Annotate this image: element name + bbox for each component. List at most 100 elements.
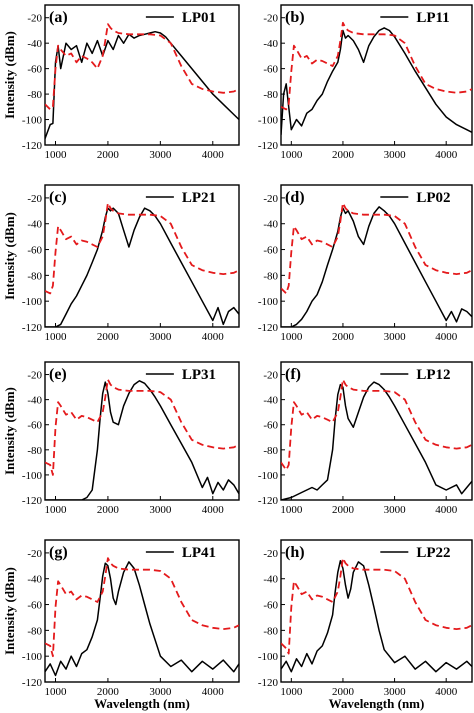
panel-c: 1000 2000 3000 4000 -120 -100 -80 -60 -40 -20 (c) L…	[22, 184, 240, 343]
x-tick-label: 4000	[435, 504, 458, 516]
y-tick-label: -40	[27, 574, 42, 586]
panel-a: 1000 2000 3000 4000 -120 -100 -80 -60 -40 -20 (a) L…	[22, 4, 240, 161]
y-tick-label: -60	[27, 245, 42, 257]
x-tick-label: 1000	[280, 149, 303, 161]
y-tick-label: -20	[27, 548, 42, 560]
y-tick-label: -100	[258, 470, 279, 482]
legend-label: LP12	[416, 367, 450, 383]
x-tick-label: 4000	[202, 504, 225, 516]
y-tick-label: -60	[27, 420, 42, 432]
y-tick-label: -40	[263, 574, 278, 586]
y-tick-label: -40	[27, 395, 42, 407]
y-axis-title: Intensity (dBm)	[2, 567, 17, 655]
reference-spectrum-line	[45, 378, 239, 476]
y-tick-label: -80	[263, 89, 278, 101]
x-tick-label: 3000	[149, 686, 172, 698]
y-tick-label: -40	[27, 219, 42, 231]
legend-label: LP41	[182, 545, 216, 561]
y-tick-label: -100	[22, 296, 43, 308]
legend-label: LP21	[182, 190, 216, 206]
x-tick-label: 4000	[202, 686, 225, 698]
y-tick-label: -120	[258, 495, 279, 507]
y-tick-label: -40	[263, 38, 278, 50]
mode-spectrum-line	[281, 206, 472, 327]
x-tick-label: 1000	[44, 504, 67, 516]
legend-label: LP22	[416, 545, 450, 561]
x-tick-label: 2000	[97, 686, 120, 698]
x-axis-title: Wavelength (nm)	[329, 696, 425, 711]
legend-label: LP11	[416, 10, 449, 26]
y-tick-label: -60	[27, 600, 42, 612]
y-tick-label: -20	[263, 13, 278, 25]
legend-label: LP02	[416, 190, 450, 206]
panel-label: (f)	[285, 366, 301, 383]
panel-e: 1000 2000 3000 4000 -120 -100 -80 -60 -40 -20 (e) L…	[22, 361, 240, 516]
mode-spectrum-line	[281, 381, 472, 500]
y-tick-label: -80	[27, 445, 42, 457]
x-tick-label: 2000	[332, 149, 355, 161]
x-tick-label: 2000	[332, 686, 355, 698]
x-tick-label: 3000	[384, 686, 407, 698]
panel-label: (a)	[49, 9, 68, 26]
y-tick-label: -80	[263, 625, 278, 637]
reference-spectrum-line	[281, 202, 472, 295]
y-tick-label: -20	[27, 193, 42, 205]
x-tick-label: 3000	[149, 504, 172, 516]
mode-spectrum-line	[281, 559, 472, 673]
y-tick-label: -120	[22, 322, 43, 334]
x-tick-label: 2000	[97, 504, 120, 516]
panel-d: 1000 2000 3000 4000 -120 -100 -80 -60 -40 -20 (d) L…	[258, 184, 473, 343]
x-tick-label: 4000	[435, 686, 458, 698]
plot-frame	[44, 184, 240, 328]
plot-frame	[44, 4, 240, 146]
y-tick-label: -60	[27, 64, 42, 76]
x-tick-label: 2000	[332, 504, 355, 516]
y-tick-label: -120	[22, 140, 43, 152]
y-tick-label: -120	[258, 322, 279, 334]
x-axis-title: Wavelength (nm)	[94, 696, 190, 711]
reference-spectrum-line	[45, 23, 239, 111]
x-tick-label: 4000	[202, 149, 225, 161]
y-tick-label: -120	[22, 495, 43, 507]
x-tick-label: 3000	[149, 149, 172, 161]
y-axis-title: Intensity (dBm)	[2, 387, 17, 475]
reference-spectrum-line	[281, 21, 472, 111]
y-tick-label: -20	[27, 13, 42, 25]
y-tick-label: -60	[263, 600, 278, 612]
legend-label: LP31	[182, 367, 216, 383]
panel-g: 1000 2000 3000 4000 -120 -100 -80 -60 -40 -20 (g) L…	[22, 539, 240, 698]
y-tick-label: -120	[22, 677, 43, 689]
y-tick-label: -120	[258, 140, 279, 152]
x-tick-label: 3000	[384, 149, 407, 161]
panel-label: (c)	[49, 189, 67, 206]
x-tick-label: 1000	[44, 331, 67, 343]
reference-spectrum-line	[45, 557, 239, 658]
y-tick-label: -100	[258, 296, 279, 308]
plot-frame	[44, 539, 240, 683]
plot-frame	[280, 539, 473, 683]
reference-spectrum-line	[45, 202, 239, 295]
x-tick-label: 4000	[435, 331, 458, 343]
x-tick-label: 3000	[384, 331, 407, 343]
y-tick-label: -100	[258, 651, 279, 663]
plot-frame	[280, 184, 473, 328]
plot-frame	[280, 361, 473, 501]
panel-label: (h)	[285, 544, 305, 561]
y-tick-label: -20	[27, 370, 42, 382]
panel-f: 1000 2000 3000 4000 -120 -100 -80 -60 -40 -20 (f) L…	[258, 361, 473, 516]
mode-spectrum-line	[281, 27, 472, 135]
y-tick-label: -20	[263, 370, 278, 382]
y-tick-label: -20	[263, 548, 278, 560]
mode-spectrum-line	[45, 207, 239, 327]
y-tick-label: -40	[263, 219, 278, 231]
y-tick-label: -60	[263, 245, 278, 257]
plot-frame	[44, 361, 240, 501]
y-tick-label: -60	[263, 64, 278, 76]
mode-spectrum-line	[45, 30, 239, 139]
reference-spectrum-line	[281, 557, 472, 655]
y-axis-title: Intensity (dBm)	[2, 31, 17, 119]
y-tick-label: -80	[263, 270, 278, 282]
y-tick-label: -100	[22, 115, 43, 127]
x-tick-label: 4000	[202, 331, 225, 343]
